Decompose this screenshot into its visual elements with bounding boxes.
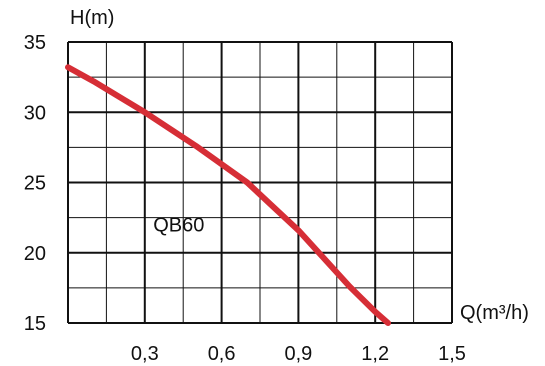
y-tick-label: 25 (24, 173, 46, 195)
x-tick-label: 1,2 (361, 343, 389, 365)
x-tick-label: 0,6 (208, 343, 236, 365)
y-tick-label: 35 (24, 32, 46, 54)
y-tick-labels: 15 20 25 30 35 (24, 32, 46, 335)
x-tick-labels: 0,3 0,6 0,9 1,2 1,5 (131, 343, 466, 365)
x-axis-title: Q(m³/h) (460, 302, 529, 324)
curve-label-qb60: QB60 (153, 215, 204, 237)
grid (67, 41, 453, 324)
series-group (65, 64, 391, 326)
x-tick-label: 0,3 (131, 343, 159, 365)
y-tick-label: 30 (24, 102, 46, 124)
y-tick-label: 20 (24, 243, 46, 265)
x-tick-label: 1,5 (438, 343, 466, 365)
y-axis-title: H(m) (70, 7, 114, 29)
x-tick-label: 0,9 (284, 343, 312, 365)
y-tick-label: 15 (24, 313, 46, 335)
series-line-qb60 (65, 64, 391, 326)
